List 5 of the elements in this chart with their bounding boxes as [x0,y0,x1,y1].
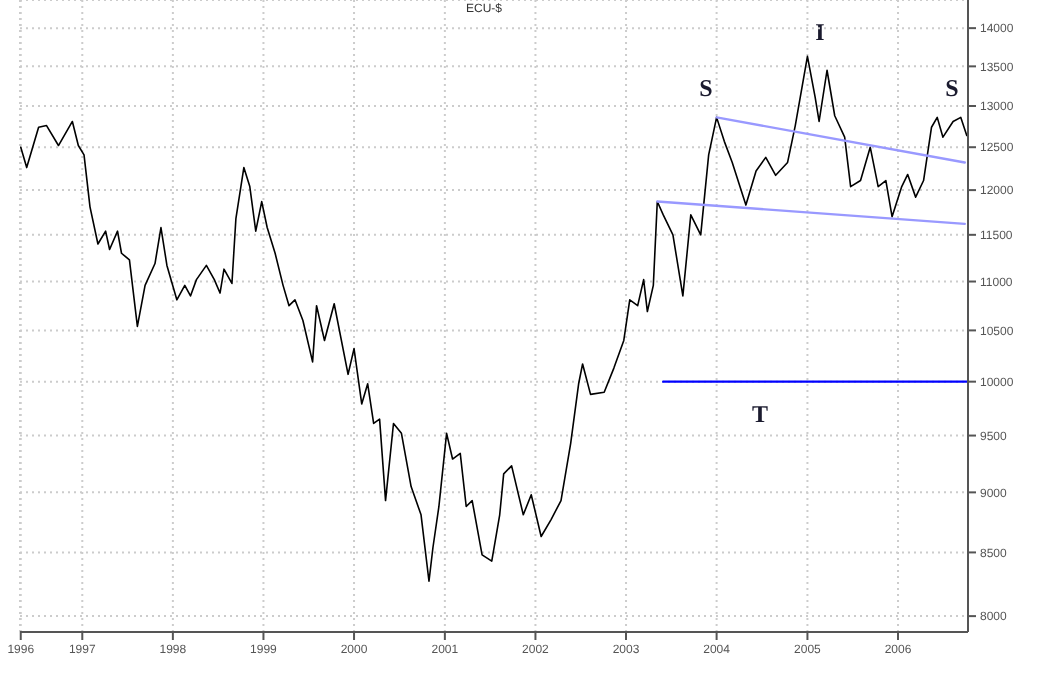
annotation: S [943,72,961,104]
line-series [20,55,968,583]
annotation: T [749,398,770,430]
annotation: S [697,72,715,104]
annotation: I [813,16,827,48]
